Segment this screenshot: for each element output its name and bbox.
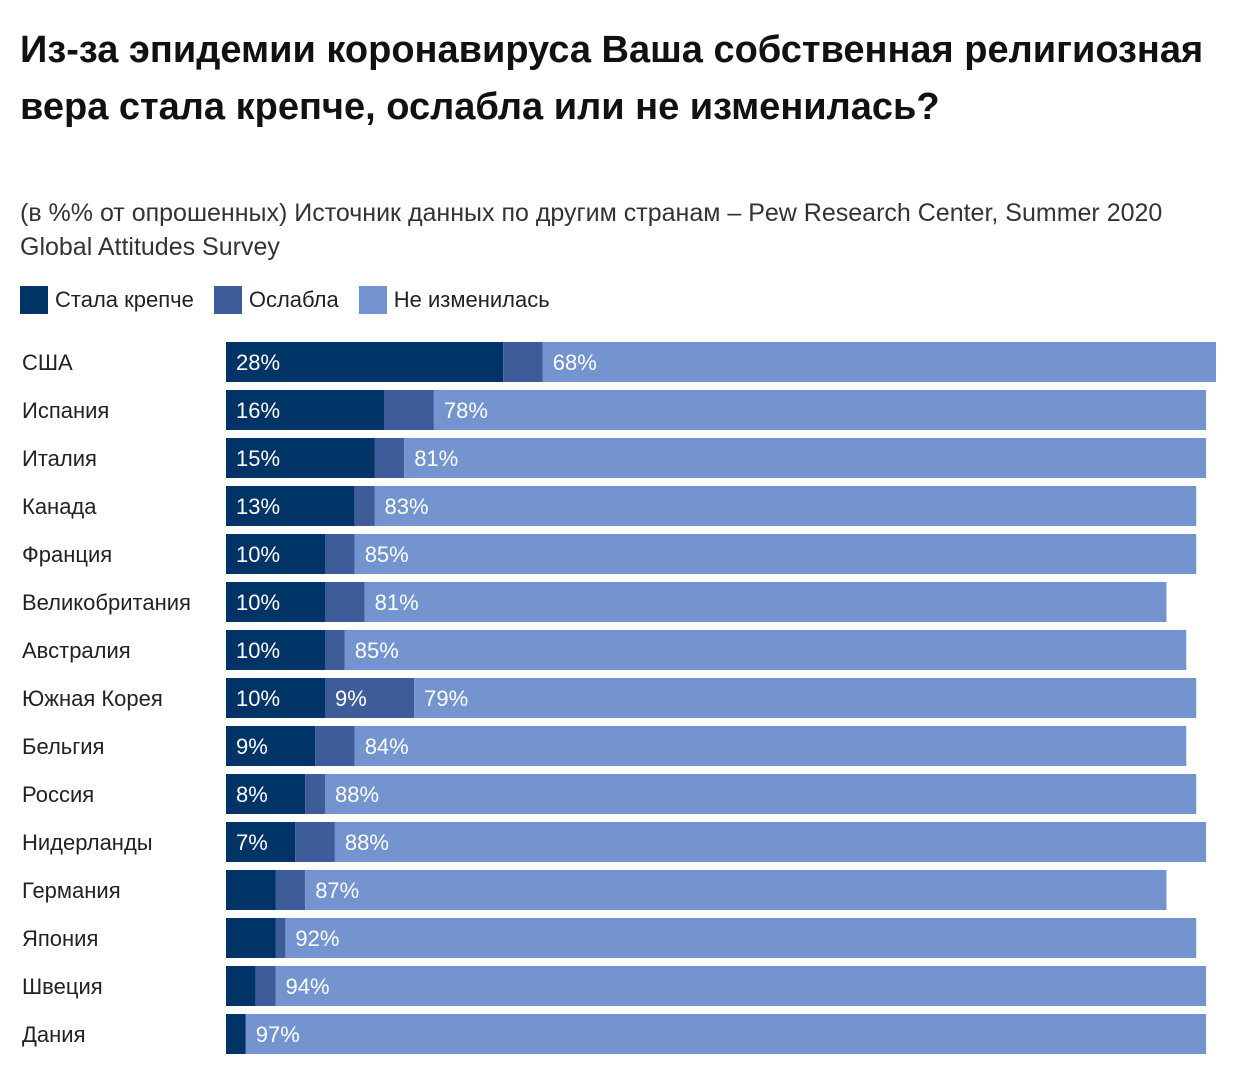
data-label: 81% (414, 446, 458, 471)
bar-segment-weaker (325, 582, 365, 622)
bar-segment-weaker (325, 534, 355, 574)
data-label: 10% (236, 590, 280, 615)
data-label: 83% (385, 494, 429, 519)
bar-segment-weaker (275, 918, 286, 958)
data-label: 9% (335, 686, 367, 711)
bar-segment-weaker (374, 438, 405, 478)
bar-segment-weaker (305, 774, 325, 814)
bar-segment-unchanged (344, 630, 1187, 670)
bar-segment-stronger (226, 678, 325, 718)
bar-segment-unchanged (433, 390, 1207, 430)
bar-segment-stronger (226, 486, 355, 526)
data-label: 88% (335, 782, 379, 807)
chart-subtitle: (в %% от опрошенных) Источник данных по … (20, 199, 1163, 261)
bar-segment-unchanged (334, 822, 1207, 862)
bar-segment-unchanged (542, 342, 1216, 382)
category-label: Великобритания (22, 590, 191, 615)
bar-segment-unchanged (404, 438, 1207, 478)
category-label: Бельгия (22, 734, 104, 759)
chart-title: Из-за эпидемии коронавируса Ваша собстве… (20, 29, 1204, 128)
category-label: Япония (22, 926, 98, 951)
bar-segment-stronger (226, 390, 385, 430)
bar-segment-unchanged (245, 1014, 1207, 1054)
data-label: 7% (236, 830, 268, 855)
data-label: 10% (236, 686, 280, 711)
category-label: Дания (22, 1022, 86, 1047)
category-label: Испания (22, 398, 109, 423)
data-label: 85% (355, 638, 399, 663)
bar-segment-unchanged (364, 582, 1167, 622)
bar-segment-stronger (226, 438, 375, 478)
data-label: 9% (236, 734, 268, 759)
bar-segment-unchanged (414, 678, 1197, 718)
data-label: 28% (236, 350, 280, 375)
bar-segment-stronger (226, 918, 276, 958)
data-label: 10% (236, 638, 280, 663)
legend-item-weaker: Ослабла (213, 286, 339, 314)
data-label: 13% (236, 494, 280, 519)
bar-segment-unchanged (275, 966, 1207, 1006)
bar-segment-stronger (226, 630, 325, 670)
category-label: Россия (22, 782, 94, 807)
category-label: Австралия (22, 638, 131, 663)
bar-segment-weaker (325, 678, 415, 718)
data-label: 8% (236, 782, 268, 807)
bar-segment-unchanged (354, 534, 1197, 574)
bar-segment-stronger (226, 534, 325, 574)
data-label: 79% (424, 686, 468, 711)
category-label: Франция (22, 542, 112, 567)
bar-segment-weaker (503, 342, 543, 382)
data-label: 84% (365, 734, 409, 759)
bar-segment-stronger (226, 582, 325, 622)
bar-segment-unchanged (354, 726, 1187, 766)
data-label: 85% (365, 542, 409, 567)
category-label: Германия (22, 878, 121, 903)
bar-segment-stronger (226, 966, 256, 1006)
bar-segment-unchanged (374, 486, 1197, 526)
bar-segment-unchanged (285, 918, 1197, 958)
legend-swatch-weaker (213, 286, 242, 314)
category-label: Италия (22, 446, 97, 471)
data-label: 94% (286, 974, 330, 999)
bar-segment-weaker (354, 486, 375, 526)
bar-segment-weaker (275, 870, 306, 910)
legend-swatch-unchanged (358, 286, 387, 314)
bar-segment-weaker (315, 726, 355, 766)
category-label: Канада (22, 494, 97, 519)
bar-segment-unchanged (305, 870, 1167, 910)
bar-segment-stronger (226, 774, 306, 814)
legend: Стала крепче Ослабла Не изменилась (20, 286, 570, 314)
bar-segment-weaker (325, 630, 345, 670)
bar-segment-weaker (384, 390, 434, 430)
bar-segment-weaker (255, 966, 276, 1006)
data-label: 10% (236, 542, 280, 567)
legend-label-weaker: Ослабла (248, 287, 339, 312)
legend-label-unchanged: Не изменилась (393, 287, 550, 312)
category-label: Швеция (22, 974, 103, 999)
data-label: 78% (444, 398, 488, 423)
bar-segment-stronger (226, 822, 296, 862)
data-label: 88% (345, 830, 389, 855)
legend-item-stronger: Стала крепче (20, 286, 194, 314)
bar-segment-stronger (226, 726, 316, 766)
data-label: 81% (375, 590, 419, 615)
legend-item-unchanged: Не изменилась (358, 286, 550, 314)
bar-segment-stronger (226, 342, 504, 382)
data-label: 68% (553, 350, 597, 375)
bar-segment-stronger (226, 870, 276, 910)
category-label: США (22, 350, 73, 375)
data-label: 92% (295, 926, 339, 951)
category-label: Южная Корея (22, 686, 163, 711)
data-label: 16% (236, 398, 280, 423)
bar-segment-stronger (226, 1014, 246, 1054)
legend-label-stronger: Стала крепче (55, 287, 194, 312)
bar-segment-unchanged (325, 774, 1197, 814)
legend-swatch-stronger (20, 286, 48, 314)
data-label: 97% (256, 1022, 300, 1047)
category-label: Нидерланды (22, 830, 153, 855)
data-label: 87% (315, 878, 359, 903)
data-label: 15% (236, 446, 280, 471)
bar-segment-weaker (295, 822, 335, 862)
